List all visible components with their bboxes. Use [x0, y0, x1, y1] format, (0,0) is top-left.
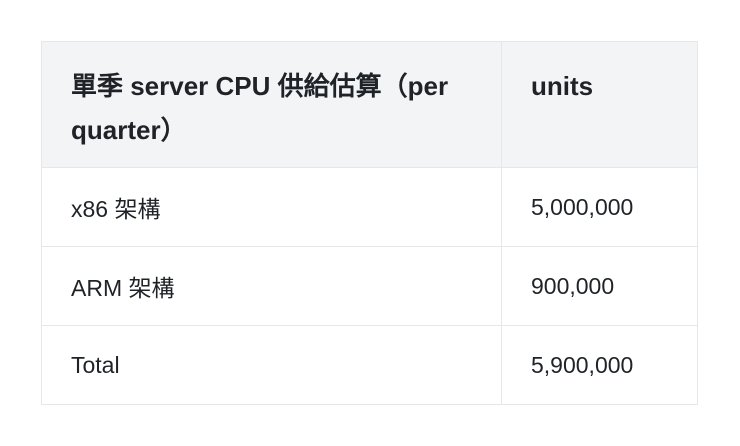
- cpu-supply-table: 單季 server CPU 供給估算（per quarter） units x8…: [41, 41, 698, 405]
- table-row: ARM 架構 900,000: [41, 246, 698, 326]
- table-row: x86 架構 5,000,000: [41, 167, 698, 247]
- row-value: 5,900,000: [501, 325, 698, 405]
- header-category: 單季 server CPU 供給估算（per quarter）: [41, 41, 502, 168]
- table-row-total: Total 5,900,000: [41, 325, 698, 405]
- row-label: ARM 架構: [41, 246, 502, 326]
- row-label: x86 架構: [41, 167, 502, 247]
- row-value: 5,000,000: [501, 167, 698, 247]
- header-row: 單季 server CPU 供給估算（per quarter） units: [41, 41, 698, 168]
- row-label: Total: [41, 325, 502, 405]
- header-units: units: [501, 41, 698, 168]
- row-value: 900,000: [501, 246, 698, 326]
